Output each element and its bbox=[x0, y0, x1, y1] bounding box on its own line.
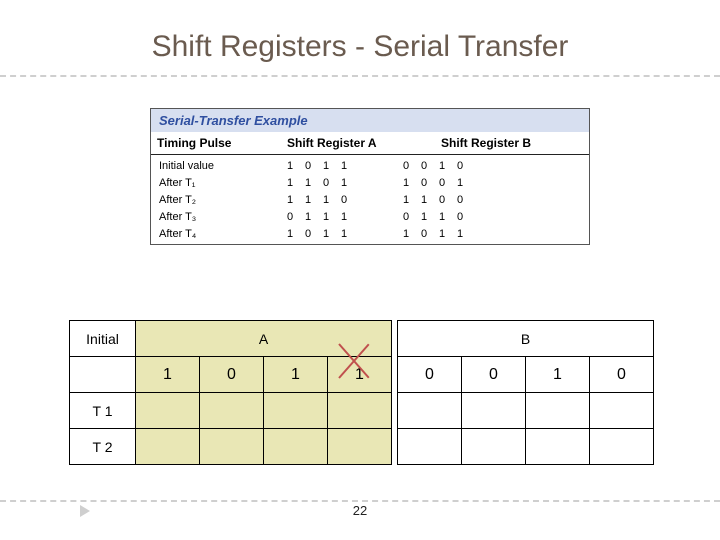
section-a-header: A bbox=[136, 321, 392, 357]
example-row: After T₄10111011 bbox=[151, 225, 589, 242]
slide-title: Shift Registers - Serial Transfer bbox=[0, 30, 720, 64]
cell bbox=[398, 393, 462, 429]
page-number: 22 bbox=[0, 503, 720, 518]
cell bbox=[590, 393, 654, 429]
cell bbox=[462, 393, 526, 429]
example-row: After T₁11011001 bbox=[151, 174, 589, 191]
example-row: After T₂11101100 bbox=[151, 191, 589, 208]
cell: 0 bbox=[200, 357, 264, 393]
cell bbox=[526, 393, 590, 429]
col-reg-b: Shift Register B bbox=[435, 132, 589, 154]
example-column-headers: Timing Pulse Shift Register A Shift Regi… bbox=[151, 132, 589, 155]
cell bbox=[264, 393, 328, 429]
cell bbox=[328, 393, 392, 429]
row-label: T 2 bbox=[70, 429, 136, 465]
cell bbox=[328, 429, 392, 465]
row-label: Initial bbox=[70, 321, 136, 357]
divider-bottom bbox=[0, 500, 720, 502]
cell bbox=[200, 429, 264, 465]
cell bbox=[590, 429, 654, 465]
cell bbox=[264, 429, 328, 465]
cell: 1 bbox=[264, 357, 328, 393]
example-header: Serial-Transfer Example bbox=[151, 109, 589, 132]
cell bbox=[136, 429, 200, 465]
cell bbox=[136, 393, 200, 429]
section-b-header: B bbox=[398, 321, 654, 357]
cell bbox=[526, 429, 590, 465]
cell: 0 bbox=[462, 357, 526, 393]
cell: 0 bbox=[590, 357, 654, 393]
cell-struck: 1 bbox=[328, 357, 392, 393]
cell: 1 bbox=[526, 357, 590, 393]
cell: 1 bbox=[136, 357, 200, 393]
example-row: Initial value10110010 bbox=[151, 157, 589, 174]
shift-table: Initial A B 1 0 1 1 0 0 1 0 T 1 bbox=[69, 320, 654, 465]
serial-transfer-example-box: Serial-Transfer Example Timing Pulse Shi… bbox=[150, 108, 590, 245]
divider-top bbox=[0, 75, 720, 77]
example-rows: Initial value10110010After T₁11011001Aft… bbox=[151, 155, 589, 244]
cell bbox=[200, 393, 264, 429]
example-row: After T₃01110110 bbox=[151, 208, 589, 225]
cell bbox=[462, 429, 526, 465]
col-timing-pulse: Timing Pulse bbox=[151, 132, 281, 154]
cell bbox=[398, 429, 462, 465]
row-label bbox=[70, 357, 136, 393]
row-label: T 1 bbox=[70, 393, 136, 429]
col-reg-a: Shift Register A bbox=[281, 132, 435, 154]
cell: 0 bbox=[398, 357, 462, 393]
